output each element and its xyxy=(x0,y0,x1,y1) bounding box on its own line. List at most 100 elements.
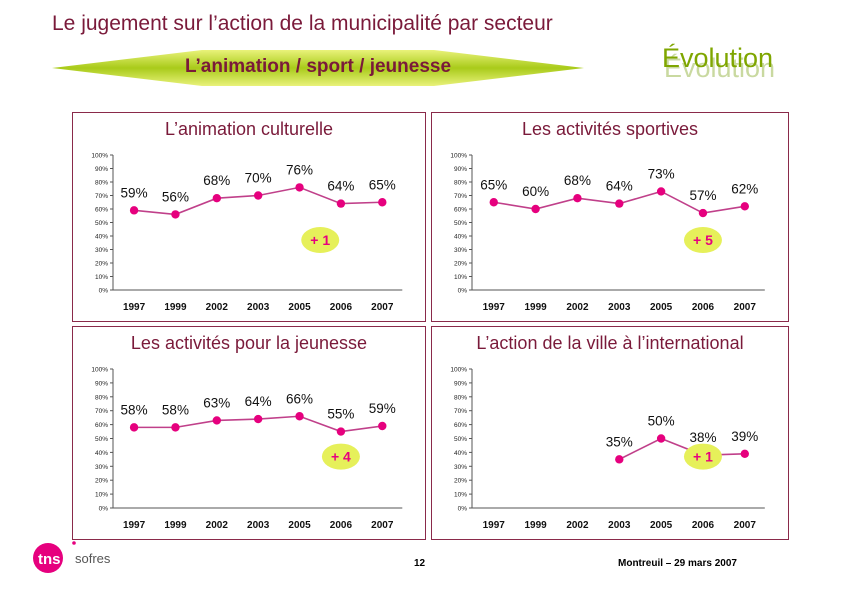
chart-title: L’action de la ville à l’international xyxy=(476,333,744,353)
data-label: 66% xyxy=(286,391,313,406)
x-tick-label: 2006 xyxy=(692,520,715,531)
y-tick-label: 10% xyxy=(454,492,467,499)
data-point xyxy=(212,194,222,203)
data-label: 63% xyxy=(203,395,230,410)
y-tick-label: 0% xyxy=(99,288,109,295)
y-tick-label: 20% xyxy=(454,478,467,485)
x-tick-label: 2006 xyxy=(330,302,353,313)
data-point xyxy=(253,414,263,424)
data-point xyxy=(295,183,304,192)
y-tick-label: 90% xyxy=(95,380,108,387)
x-tick-label: 1999 xyxy=(524,520,547,531)
data-label: 57% xyxy=(689,188,716,203)
y-tick-label: 70% xyxy=(95,408,108,415)
y-tick-label: 80% xyxy=(95,180,108,187)
y-tick-label: 40% xyxy=(454,234,467,241)
data-point xyxy=(378,198,387,207)
data-point xyxy=(656,187,666,196)
data-label: 50% xyxy=(648,414,675,429)
y-tick-label: 60% xyxy=(454,422,467,429)
y-tick-label: 80% xyxy=(95,394,108,401)
x-tick-label: 2005 xyxy=(650,520,673,531)
data-point xyxy=(336,199,346,208)
x-tick-label: 1999 xyxy=(164,520,187,531)
chart-panel-culture: L’animation culturelle 0% 10% 20% 30% 40% 50%… xyxy=(72,112,426,322)
x-tick-label: 2006 xyxy=(330,520,353,531)
y-tick-label: 0% xyxy=(458,506,468,513)
y-tick-label: 100% xyxy=(91,153,108,160)
y-tick-label: 20% xyxy=(454,261,467,268)
data-label: 65% xyxy=(480,177,507,192)
banner-label: L’animation / sport / jeunesse xyxy=(184,56,452,77)
y-tick-label: 0% xyxy=(99,506,109,513)
y-tick-label: 80% xyxy=(454,180,467,187)
data-point xyxy=(253,191,263,200)
y-tick-label: 100% xyxy=(91,367,108,374)
chart-title: Les activités sportives xyxy=(521,119,699,139)
page-title: Le jugement sur l’action de la municipal… xyxy=(52,12,553,35)
y-tick-label: 30% xyxy=(95,247,108,254)
data-point xyxy=(656,434,666,443)
footer-date: Montreuil – 29 mars 2007 xyxy=(618,558,737,569)
y-tick-label: 30% xyxy=(454,247,467,254)
x-tick-label: 2002 xyxy=(566,520,589,531)
y-tick-label: 20% xyxy=(95,478,108,485)
logo-main-text: tns xyxy=(38,551,61,568)
chart-svg: 0% 10% 20% 30% 40% 50% 60% 70% 80% 90% 100% 1997 199… xyxy=(91,153,403,313)
chart-svg: 0% 10% 20% 30% 40% 50% 60% 70% 80% 90% 100% 1997 199… xyxy=(450,153,765,313)
y-tick-label: 30% xyxy=(454,464,467,471)
evolution-badge-label: + 4 xyxy=(331,449,351,465)
data-label: 59% xyxy=(121,185,148,200)
data-point xyxy=(489,198,498,207)
tns-sofres-logo: tns sofres xyxy=(33,541,111,573)
banner-shape xyxy=(52,50,584,86)
evolution-badge xyxy=(683,227,722,254)
data-point xyxy=(740,449,750,458)
data-label: 39% xyxy=(731,429,758,444)
x-tick-label: 1997 xyxy=(123,302,146,313)
chart-panel-youth: Les activités pour la jeunesse 0% 10% 20% 3… xyxy=(72,326,426,540)
data-point xyxy=(129,206,139,215)
y-tick-label: 40% xyxy=(95,234,108,241)
y-tick-label: 100% xyxy=(450,367,467,374)
data-label: 58% xyxy=(121,402,148,417)
data-point xyxy=(573,194,582,203)
evolution-badge xyxy=(321,443,360,470)
y-tick-label: 30% xyxy=(95,464,108,471)
data-label: 35% xyxy=(606,434,633,449)
y-tick-label: 60% xyxy=(454,207,467,214)
data-label: 38% xyxy=(689,430,716,445)
y-tick-label: 10% xyxy=(95,274,108,281)
y-tick-label: 50% xyxy=(454,220,467,227)
data-label: 59% xyxy=(369,401,396,416)
evolution-badge xyxy=(683,443,722,470)
x-tick-label: 2003 xyxy=(608,520,631,531)
x-tick-label: 2005 xyxy=(650,302,673,313)
x-tick-label: 2007 xyxy=(734,520,757,531)
x-tick-label: 2002 xyxy=(206,520,229,531)
x-tick-label: 2007 xyxy=(734,302,757,313)
x-tick-label: 2006 xyxy=(692,302,715,313)
evolution-shadow: Évolution xyxy=(664,53,776,83)
chart-panel-sport: Les activités sportives 0% 10% 20% 30% 40% 50… xyxy=(431,112,789,322)
y-tick-label: 0% xyxy=(458,288,468,295)
x-tick-label: 2003 xyxy=(247,520,270,531)
x-tick-label: 2002 xyxy=(566,302,589,313)
x-tick-label: 2003 xyxy=(247,302,270,313)
x-tick-label: 1997 xyxy=(123,520,146,531)
data-label: 70% xyxy=(245,171,272,186)
x-tick-label: 2005 xyxy=(288,520,311,531)
x-tick-label: 2005 xyxy=(288,302,311,313)
data-label: 62% xyxy=(731,181,758,196)
y-tick-label: 90% xyxy=(95,166,108,173)
y-tick-label: 60% xyxy=(95,422,108,429)
x-tick-label: 2007 xyxy=(371,302,394,313)
chart-title: Les activités pour la jeunesse xyxy=(130,333,368,353)
evolution-badge-label: + 1 xyxy=(693,449,713,465)
data-label: 68% xyxy=(203,173,230,188)
x-tick-label: 1999 xyxy=(164,302,187,313)
data-point xyxy=(171,423,180,432)
data-point xyxy=(531,204,540,214)
chart-title: L’animation culturelle xyxy=(164,119,334,139)
y-tick-label: 70% xyxy=(95,193,108,200)
